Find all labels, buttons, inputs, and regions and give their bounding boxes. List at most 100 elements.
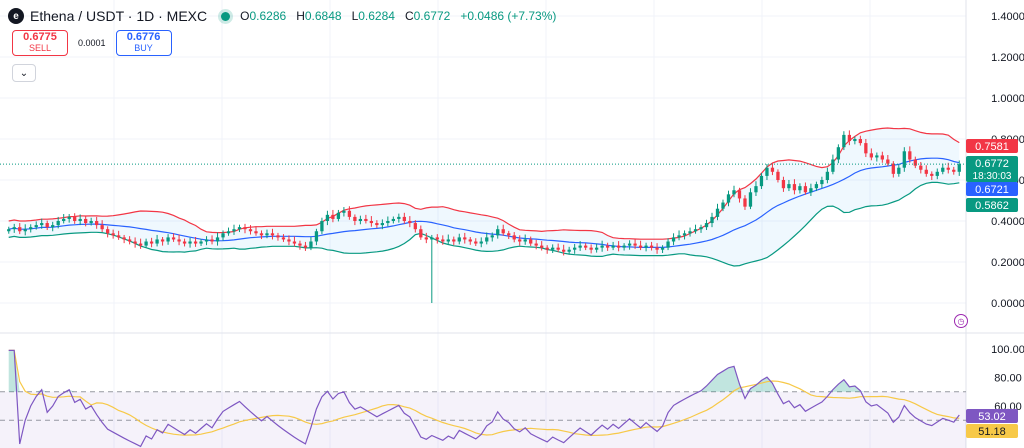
candle-body [583,245,588,248]
candle-body [116,235,121,238]
candle-body [748,192,753,207]
candle-body [51,225,55,228]
candle-body [226,231,231,234]
candle-body [721,202,725,209]
candle-body [765,167,769,176]
price-label-badge [966,156,1018,182]
candle-body [941,167,945,172]
candle-body [682,233,687,236]
candle-body [842,134,846,148]
candle-body [831,159,835,172]
countdown-text: 18:30:03 [973,171,1012,182]
candle-body [375,223,379,226]
candle-body [287,239,291,242]
candle-body [611,245,615,248]
rsi-tick-label: 80.00 [994,373,1022,385]
candle-body [18,227,22,232]
rsi-ma-line [8,349,960,437]
candle-body [435,237,439,240]
candle-body [177,239,181,242]
candle-body [496,229,500,236]
candle-body [930,173,934,176]
candle-body [880,155,884,160]
candle-body [743,198,747,207]
candle-body [254,231,258,234]
candle-body [413,223,417,230]
candle-body [248,229,253,232]
candle-body [122,237,126,240]
candle-body [95,221,99,226]
candle-body [605,245,610,248]
candle-body [215,237,220,242]
candle-body [23,229,27,232]
candle-body [551,247,555,250]
candle-body [45,223,49,228]
candle-body [589,247,593,250]
candle-body [562,249,566,252]
clock-icon[interactable]: ◷ [954,314,968,328]
price-label-badge [966,139,1018,153]
price-label-text: 0.6772 [975,158,1009,170]
candle-body [325,214,330,221]
candle-body [7,229,11,232]
candle-body [864,143,868,154]
price-tick-label: 0.2000 [991,257,1024,269]
change-value: +0.0486 (+7.73%) [460,9,557,23]
candle-body [369,221,374,224]
buy-button[interactable]: 0.6776 BUY [115,30,172,56]
candle-body [825,171,830,180]
bollinger-upper-line [8,127,960,240]
candle-body [386,221,390,224]
candle-body [479,241,483,244]
candle-body [309,241,313,248]
candle-body [391,218,395,221]
candle-body [166,237,170,242]
collapse-legend-button[interactable]: ⌄ [12,64,36,82]
price-tick-label: 1.4000 [991,11,1024,23]
candle-body [62,218,66,221]
candle-body [737,190,742,199]
sell-label: SELL [28,43,52,53]
candle-body [67,216,71,219]
candle-body [270,233,275,236]
price-label-badge [966,198,1018,212]
candle-body [759,175,764,187]
candle-body [913,159,917,166]
rsi-overbought-fill [8,350,960,392]
candle-body [946,167,950,170]
candle-body [56,221,60,226]
rsi-badge [966,409,1018,423]
candle-body [474,241,478,244]
symbol-title[interactable]: Ethena / USDT · 1D · MEXC [30,8,208,24]
sell-button[interactable]: 0.6775 SELL [12,30,68,56]
bollinger-basis-line [8,157,960,248]
open-value: O0.6286 [240,9,287,23]
candle-body [573,247,577,250]
price-tick-label: 0.0000 [991,298,1024,310]
candle-body [770,167,775,172]
price-label-badge [966,182,1018,196]
candle-body [501,229,505,234]
candle-body [452,239,456,242]
candle-body [957,164,961,172]
candle-body [149,241,154,244]
candle-body [875,155,879,158]
candle-body [188,241,192,244]
candle-body [781,180,786,189]
candle-body [292,241,297,244]
candle-body [908,151,912,160]
candle-body [919,165,923,170]
candle-body [847,134,852,142]
rsi-tick-label: 100.00 [991,344,1024,356]
candle-body [803,186,808,193]
candle-body [594,247,599,250]
candle-body [710,216,714,224]
candle-body [468,239,472,242]
candle-body [105,229,110,234]
candle-body [358,218,363,221]
price-label-text: 0.5862 [975,200,1009,212]
candle-body [29,227,33,230]
